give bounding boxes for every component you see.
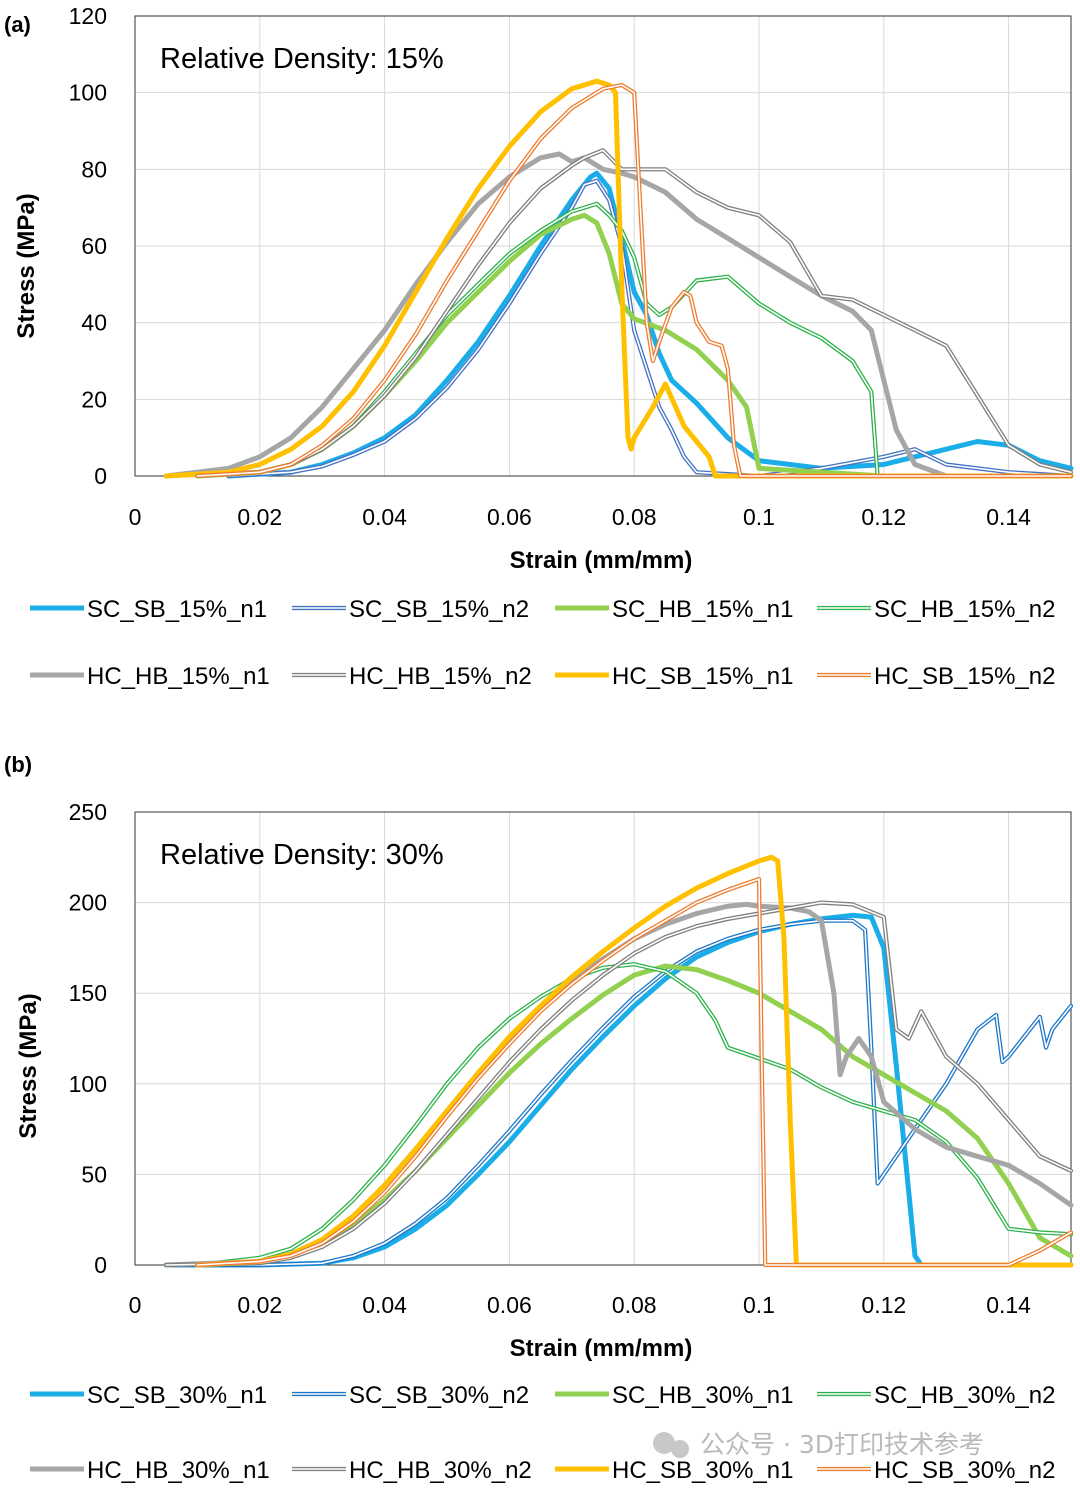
legend-item-sc-sb-15pct-n1: SC_SB_15%_n1 [30, 596, 267, 623]
legend-label: HC_SB_30%_n2 [874, 1457, 1055, 1484]
y-tick-label: 100 [69, 1071, 107, 1097]
y-tick-label: 0 [94, 463, 107, 489]
series-line-sc-hb-15pct-n2 [195, 201, 1074, 479]
y-tick-label: 50 [81, 1161, 107, 1187]
wechat-icon [653, 1432, 675, 1454]
legend-label: HC_HB_30%_n1 [87, 1457, 270, 1484]
legend-label: HC_HB_30%_n2 [349, 1457, 532, 1484]
legend-label: HC_SB_15%_n2 [874, 663, 1055, 690]
x-tick-label: 0.04 [362, 1292, 407, 1318]
x-tick-label: 0.1 [743, 1292, 775, 1318]
y-tick-label: 60 [81, 233, 107, 259]
y-axis-label-a: Stress (MPa) [13, 193, 40, 338]
legend-item-sc-hb-30pct-n2: SC_HB_30%_n2 [817, 1382, 1055, 1409]
legend-item-hc-hb-15pct-n2: HC_HB_15%_n2 [292, 663, 532, 690]
x-tick-label: 0.14 [986, 1292, 1031, 1318]
series-line-hc-hb-15pct-n1 [163, 151, 1074, 479]
x-tick-label: 0.12 [861, 504, 906, 530]
x-tick-label: 0.08 [612, 504, 657, 530]
series-layer-a [163, 78, 1074, 479]
legend-item-sc-hb-30pct-n1: SC_HB_30%_n1 [555, 1382, 793, 1409]
legend-label: SC_HB_15%_n2 [874, 596, 1055, 623]
legend-item-hc-hb-15pct-n1: HC_HB_15%_n1 [30, 663, 270, 690]
annotation-b: Relative Density: 30% [160, 839, 444, 871]
legend-label: SC_HB_15%_n1 [612, 596, 793, 623]
y-tick-label: 20 [81, 386, 107, 412]
legend-item-hc-sb-15pct-n1: HC_SB_15%_n1 [555, 663, 793, 690]
chart-panel-b: (b) 0 50 100 150 200 250 0 0.02 0.04 0.06 0.08 0.1… [4, 752, 1074, 1484]
legend-item-sc-sb-30pct-n1: SC_SB_30%_n1 [30, 1382, 267, 1409]
legend-item-hc-hb-30pct-n1: HC_HB_30%_n1 [30, 1457, 270, 1484]
series-layer-b [163, 854, 1074, 1268]
series-line-hc-hb-15pct-n2 [164, 148, 1074, 479]
legend-item-sc-sb-30pct-n2: SC_SB_30%_n2 [292, 1382, 529, 1409]
watermark: 公众号 · 3D打印技术参考 [653, 1430, 984, 1459]
chart-panel-a: (a) 0 20 40 60 80 100 120 0 0.02 0.04 0.06 0.08 0.1… [4, 3, 1074, 690]
legend-label: HC_SB_15%_n1 [612, 663, 793, 690]
y-ticks-b: 0 50 100 150 200 250 [69, 799, 107, 1278]
legend-item-hc-sb-15pct-n2: HC_SB_15%_n2 [817, 663, 1055, 690]
y-tick-label: 0 [94, 1252, 107, 1278]
series-line-sc-sb-30pct-n1 [163, 912, 1074, 1268]
annotation-a: Relative Density: 15% [160, 43, 444, 75]
legend-item-hc-sb-30pct-n1: HC_SB_30%_n1 [555, 1457, 793, 1484]
legend-label: HC_SB_30%_n1 [612, 1457, 793, 1484]
x-tick-label: 0.02 [237, 504, 282, 530]
plot-area-a [134, 15, 1072, 477]
series-line-hc-sb-15pct-n1 [163, 78, 1074, 479]
x-tick-label: 0 [129, 1292, 142, 1318]
panel-label-a: (a) [4, 12, 31, 37]
legend-label: HC_HB_15%_n2 [349, 663, 532, 690]
x-axis-label-b: Strain (mm/mm) [510, 1335, 693, 1362]
x-tick-label: 0.14 [986, 504, 1031, 530]
legend-label: SC_SB_30%_n2 [349, 1382, 529, 1409]
legend-item-sc-hb-15pct-n2: SC_HB_15%_n2 [817, 596, 1055, 623]
legend-label: SC_SB_15%_n1 [87, 596, 267, 623]
legend-label: SC_HB_30%_n1 [612, 1382, 793, 1409]
x-tick-label: 0 [129, 504, 142, 530]
legend-label: SC_SB_15%_n2 [349, 596, 529, 623]
series-line-sc-sb-30pct-n2 [164, 918, 1074, 1268]
series-line-hc-hb-30pct-n2 [164, 900, 1074, 1268]
legend-item-sc-hb-15pct-n1: SC_HB_15%_n1 [555, 596, 793, 623]
series-line-sc-hb-30pct-n2 [195, 962, 1074, 1268]
y-ticks-a: 0 20 40 60 80 100 120 [69, 3, 107, 489]
x-axis-label-a: Strain (mm/mm) [510, 547, 693, 574]
y-axis-label-b: Stress (MPa) [15, 993, 42, 1138]
legend-item-sc-sb-15pct-n2: SC_SB_15%_n2 [292, 596, 529, 623]
legend-label: SC_SB_30%_n1 [87, 1382, 267, 1409]
x-tick-label: 0.02 [237, 1292, 282, 1318]
y-tick-label: 40 [81, 310, 107, 336]
panel-label-b: (b) [4, 752, 32, 777]
legend-item-hc-hb-30pct-n2: HC_HB_30%_n2 [292, 1457, 532, 1484]
x-tick-label: 0.04 [362, 504, 407, 530]
y-tick-label: 150 [69, 980, 107, 1006]
x-ticks-a: 0 0.02 0.04 0.06 0.08 0.1 0.12 0.14 [129, 504, 1032, 530]
series-line-hc-hb-30pct-n1 [163, 901, 1074, 1268]
y-tick-label: 80 [81, 156, 107, 182]
watermark-text: 公众号 · 3D打印技术参考 [700, 1430, 984, 1459]
legend-label: HC_HB_15%_n1 [87, 663, 270, 690]
series-line-hc-sb-30pct-n1 [194, 854, 1074, 1268]
x-tick-label: 0.06 [487, 1292, 532, 1318]
series-line-sc-hb-30pct-n1 [194, 963, 1074, 1268]
legend-item-hc-sb-30pct-n2: HC_SB_30%_n2 [817, 1457, 1055, 1484]
y-tick-label: 200 [69, 890, 107, 916]
y-tick-label: 120 [69, 3, 107, 29]
legend-a: SC_SB_15%_n1 SC_SB_15%_n2 SC_HB_15%_n1 SC_H… [30, 596, 1055, 690]
legend-b: SC_SB_30%_n1 SC_SB_30%_n2 SC_HB_30%_n1 SC_H… [30, 1382, 1055, 1484]
x-tick-label: 0.1 [743, 504, 775, 530]
plot-area-b [134, 811, 1072, 1266]
y-tick-label: 250 [69, 799, 107, 825]
legend-label: SC_HB_30%_n2 [874, 1382, 1055, 1409]
series-line-hc-sb-15pct-n2 [195, 82, 1074, 479]
y-tick-label: 100 [69, 80, 107, 106]
wechat-icon-bubble [671, 1440, 689, 1458]
series-line-hc-sb-30pct-n2 [195, 876, 1074, 1268]
x-tick-label: 0.12 [861, 1292, 906, 1318]
x-ticks-b: 0 0.02 0.04 0.06 0.08 0.1 0.12 0.14 [129, 1292, 1032, 1318]
x-tick-label: 0.08 [612, 1292, 657, 1318]
x-tick-label: 0.06 [487, 504, 532, 530]
